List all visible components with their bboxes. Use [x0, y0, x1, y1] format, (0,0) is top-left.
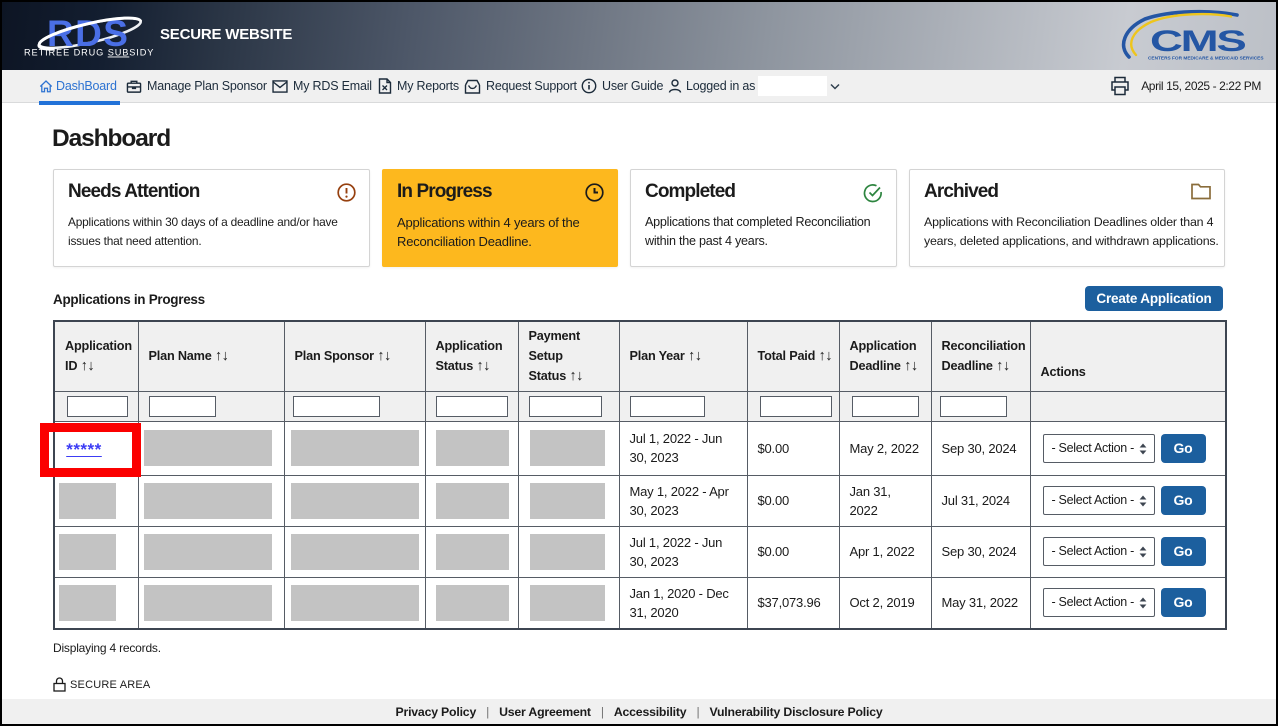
svg-text:RETIREE DRUG SUBSIDY: RETIREE DRUG SUBSIDY: [24, 48, 154, 58]
svg-text:CMS: CMS: [1150, 25, 1246, 58]
svg-text:CENTERS FOR MEDICARE & MEDICAI: CENTERS FOR MEDICARE & MEDICAID SERVICES: [1148, 56, 1264, 62]
